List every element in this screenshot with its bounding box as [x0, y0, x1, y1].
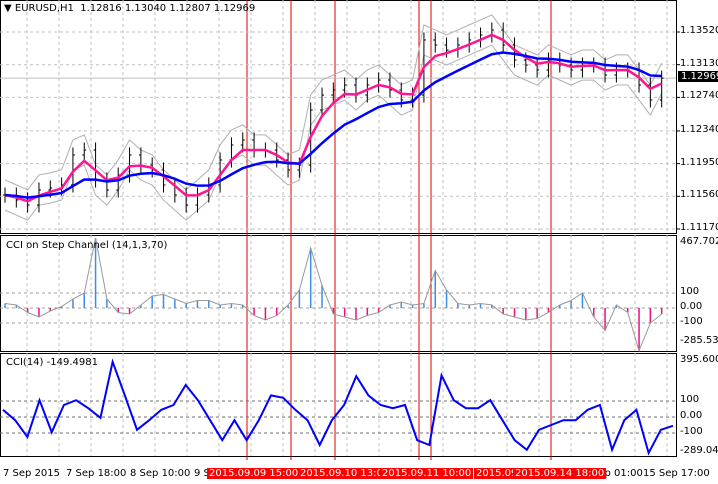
vline-time-marker: 2015.09.14 18:00: [513, 468, 607, 479]
symbol: EURUSD,H1: [14, 3, 74, 14]
axis-label: 1.12340: [680, 123, 718, 135]
axis-label: 1.11170: [680, 221, 718, 233]
close-value: 1.12969: [213, 3, 256, 14]
axis-label: -289.0458: [680, 445, 718, 456]
vline-time-marker: 2015.09.09 15:00: [207, 468, 301, 479]
axis-label: 0.00: [680, 410, 703, 421]
open-value: 1.12816: [80, 3, 122, 14]
high-value: 1.13040: [124, 3, 167, 14]
axis-label: 0.00: [680, 301, 703, 312]
time-label: 9 S: [194, 468, 210, 479]
axis-label: -100: [680, 426, 703, 437]
cci-title: CCI(14) -149.4981: [6, 357, 98, 368]
axis-label: 1.11560: [680, 189, 718, 201]
pane-border: [0, 0, 677, 234]
axis-label: 1.11950: [680, 156, 718, 168]
axis-label: 100: [680, 394, 700, 405]
axis-label: 395.6002: [680, 354, 718, 365]
axis-label: -285.5349: [680, 335, 718, 346]
cci-step-title: CCI on Step Channel (14,1,3,70): [6, 240, 168, 251]
dropdown-triangle-icon[interactable]: ▼: [4, 3, 12, 14]
vline-time-marker: 2015.09.10 13:00: [298, 468, 392, 479]
time-label: 7 Sep 2015: [3, 468, 61, 479]
cci-step-line: [4, 237, 662, 353]
chart-title: ▼ EURUSD,H1 1.12816 1.13040 1.12807 1.12…: [4, 3, 255, 14]
time-label: 15 Sep 17:00: [643, 468, 710, 479]
pane-border: [0, 353, 677, 457]
vline-time-marker: 2015.09: [474, 468, 520, 479]
time-label: Sep 01:00: [592, 468, 643, 479]
axis-label: 1.13130: [680, 57, 718, 69]
time-label: 7 Sep 18:00: [66, 468, 127, 479]
axis-label: 467.7022: [680, 236, 718, 247]
low-value: 1.12807: [169, 3, 211, 14]
fast-ma-line: [4, 33, 663, 203]
axis-label: 100: [680, 286, 700, 297]
channel-lower: [4, 44, 663, 221]
time-label: 8 Sep 10:00: [130, 468, 191, 479]
channel-upper: [4, 14, 663, 191]
axis-label: 1.13520: [680, 25, 718, 36]
axis-label: -100: [680, 316, 703, 327]
axis-label: 1.12969: [678, 71, 718, 83]
vline-time-marker: 2015.09.11 10:00: [380, 468, 474, 479]
axis-label: 1.12740: [680, 90, 718, 102]
slow-ma-line: [4, 51, 662, 199]
cci-line: [2, 358, 674, 456]
